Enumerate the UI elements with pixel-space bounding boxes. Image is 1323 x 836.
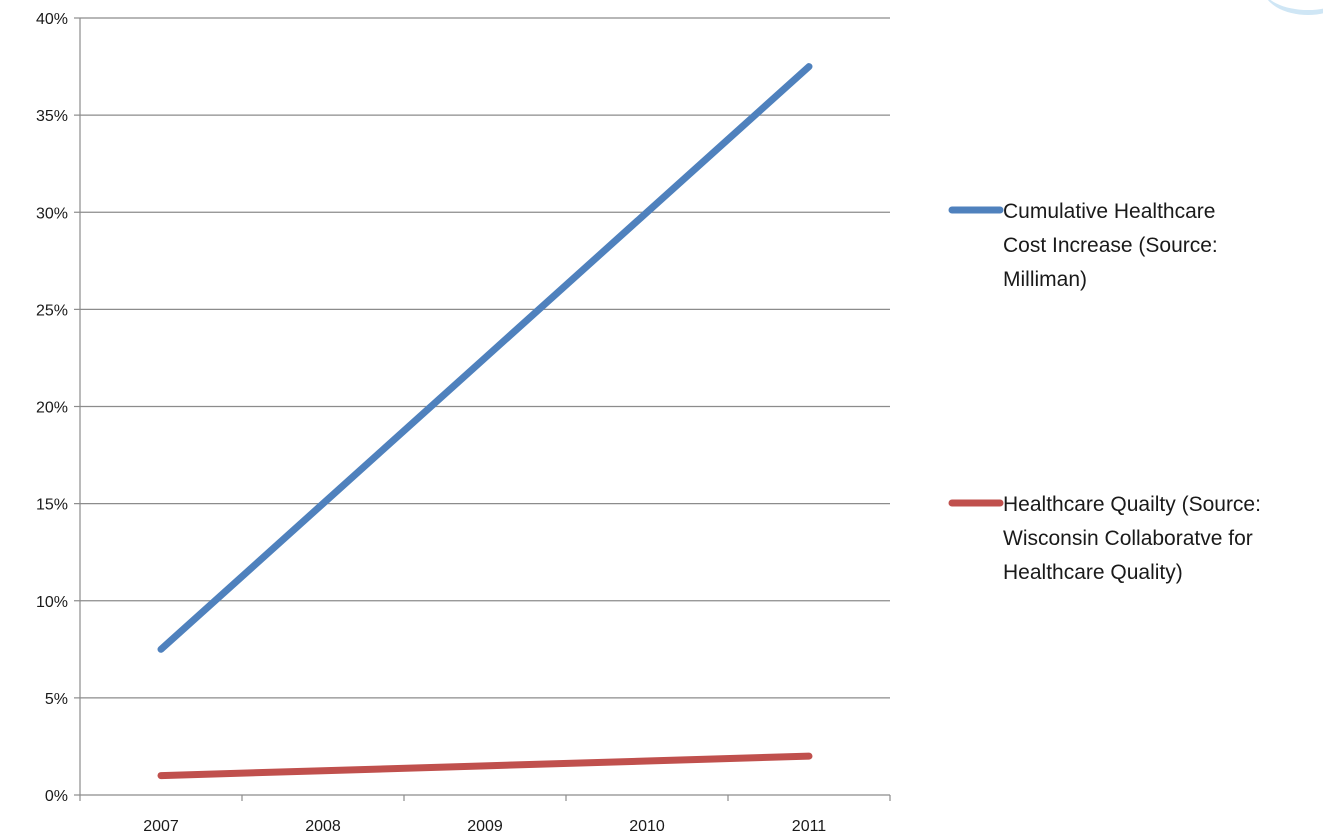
y-axis-ticks: 0% 5% 10% 15% 20% 25% 30% 35% 40% <box>36 11 80 805</box>
y-tick-label: 10% <box>36 594 68 611</box>
series-lines <box>157 63 813 780</box>
legend-item-2: Healthcare Quailty (Source: Wisconsin Col… <box>948 493 1261 584</box>
y-tick-label: 0% <box>45 788 68 805</box>
legend-label: Healthcare Quality) <box>1003 561 1183 584</box>
legend-item-1: Cumulative Healthcare Cost Increase (Sour… <box>948 200 1218 291</box>
corner-decoration <box>1263 0 1323 15</box>
x-tick-label: 2010 <box>629 818 665 835</box>
legend-label: Milliman) <box>1003 268 1087 291</box>
legend-label: Cost Increase (Source: <box>1003 234 1218 257</box>
series-line-2 <box>157 752 813 780</box>
x-tick-label: 2007 <box>143 818 179 835</box>
y-tick-label: 40% <box>36 11 68 28</box>
y-tick-label: 30% <box>36 205 68 222</box>
legend-label: Wisconsin Collaboratve for <box>1003 527 1253 550</box>
x-axis-ticks: 2007 2008 2009 2010 2011 <box>79 795 891 835</box>
legend: Cumulative Healthcare Cost Increase (Sour… <box>948 200 1261 584</box>
y-tick-label: 20% <box>36 400 68 417</box>
y-tick-label: 35% <box>36 108 68 125</box>
x-tick-label: 2009 <box>467 818 503 835</box>
gridlines <box>80 17 890 699</box>
legend-label: Healthcare Quailty (Source: <box>1003 493 1261 516</box>
y-tick-label: 25% <box>36 302 68 319</box>
x-tick-label: 2011 <box>792 818 827 835</box>
series-line-1 <box>157 63 813 653</box>
x-tick-label: 2008 <box>305 818 341 835</box>
legend-label: Cumulative Healthcare <box>1003 200 1215 223</box>
y-tick-label: 15% <box>36 497 68 514</box>
y-tick-label: 5% <box>45 691 68 708</box>
